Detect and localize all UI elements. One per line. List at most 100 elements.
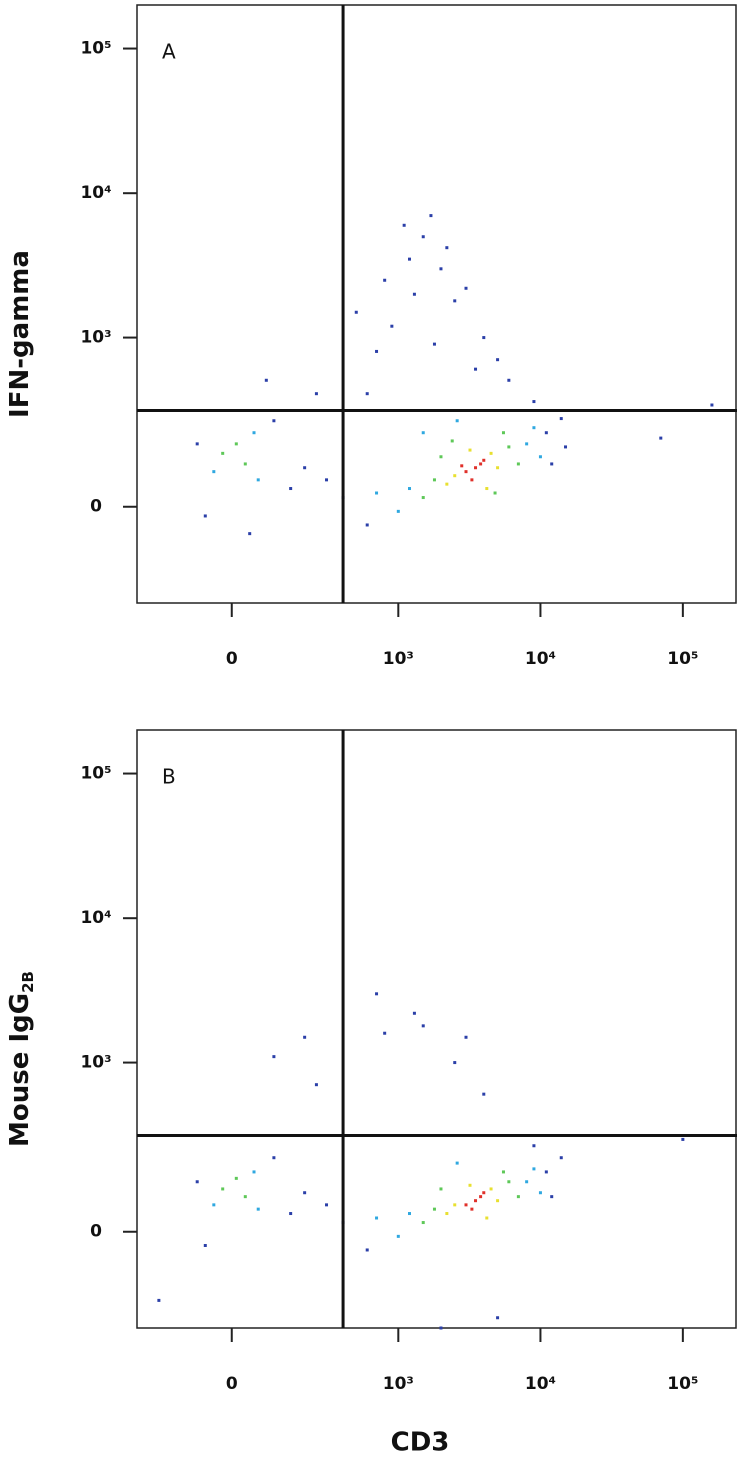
event-dot xyxy=(432,1207,436,1211)
event-dot xyxy=(289,1212,293,1216)
event-dot xyxy=(421,496,425,500)
event-dot xyxy=(439,455,443,459)
event-dot xyxy=(479,1195,483,1199)
event-dot xyxy=(482,1092,486,1096)
event-dot xyxy=(564,445,568,449)
event-dot xyxy=(421,235,425,239)
event-dot xyxy=(221,1187,225,1191)
event-dot xyxy=(474,367,478,371)
event-dot xyxy=(396,1234,400,1238)
plot-frame xyxy=(136,4,737,604)
event-dot xyxy=(195,442,199,446)
event-dot xyxy=(453,474,457,478)
event-dot xyxy=(396,509,400,513)
event-dot xyxy=(496,1316,500,1320)
y-tick-label: 0 xyxy=(90,497,102,517)
event-dot xyxy=(501,431,505,435)
y-tick-label: 10⁵ xyxy=(80,764,111,784)
event-dot xyxy=(468,1183,472,1187)
event-dot xyxy=(496,466,500,470)
event-dot xyxy=(538,455,542,459)
event-dot xyxy=(421,1024,425,1028)
event-dot xyxy=(256,1207,260,1211)
event-dot xyxy=(234,442,238,446)
event-dot xyxy=(470,478,474,482)
event-dot xyxy=(464,470,468,474)
event-dot xyxy=(550,1195,554,1199)
event-dot xyxy=(439,1187,443,1191)
event-dot xyxy=(203,1243,207,1247)
event-dot xyxy=(252,1170,256,1174)
event-dot xyxy=(453,1061,457,1065)
event-dot xyxy=(474,466,478,470)
event-dot xyxy=(365,392,369,396)
y-axis-title-main: IFN-gamma xyxy=(5,250,35,418)
event-dot xyxy=(507,445,511,449)
y-tick-label: 10³ xyxy=(80,1053,111,1073)
event-dot xyxy=(325,478,329,482)
event-dot xyxy=(538,1191,542,1195)
event-dot xyxy=(464,1203,468,1207)
event-dot xyxy=(289,487,293,491)
event-dot xyxy=(314,1083,318,1087)
event-dot xyxy=(464,1035,468,1039)
event-dot xyxy=(479,462,483,466)
event-dot xyxy=(195,1180,199,1184)
event-dot xyxy=(256,478,260,482)
event-dot xyxy=(445,246,449,250)
y-tick-label: 0 xyxy=(90,1222,102,1242)
event-dot xyxy=(507,378,511,382)
event-dot xyxy=(532,400,536,404)
event-dot xyxy=(559,1156,563,1160)
event-dot xyxy=(559,417,563,421)
y-tick-label: 10⁴ xyxy=(80,183,111,203)
x-tick-label: 10³ xyxy=(383,1374,414,1394)
x-tick-label: 10⁵ xyxy=(667,649,698,669)
event-dot xyxy=(474,1199,478,1203)
x-tick-label: 10⁵ xyxy=(667,1374,698,1394)
event-dot xyxy=(303,1035,307,1039)
event-dot xyxy=(455,1161,459,1165)
event-dot xyxy=(314,392,318,396)
event-dot xyxy=(455,419,459,423)
event-dot xyxy=(383,278,387,282)
event-dot xyxy=(272,419,276,423)
y-tick-label: 10³ xyxy=(80,328,111,348)
x-tick-label: 10⁴ xyxy=(525,1374,556,1394)
event-dot xyxy=(407,487,411,491)
event-dot xyxy=(421,1221,425,1225)
event-dot xyxy=(412,292,416,296)
event-dot xyxy=(525,1180,529,1184)
panel-label: A xyxy=(162,40,176,64)
event-dot xyxy=(203,514,207,518)
event-dot xyxy=(303,1191,307,1195)
event-dot xyxy=(439,267,443,271)
event-dot xyxy=(212,1203,216,1207)
event-dot xyxy=(544,431,548,435)
event-dot xyxy=(507,1180,511,1184)
event-dot xyxy=(365,523,369,527)
event-dot xyxy=(157,1298,161,1302)
event-dot xyxy=(272,1055,276,1059)
y-axis-title-sub: 2B xyxy=(19,971,37,993)
x-axis-title: CD3 xyxy=(391,1428,450,1458)
event-dot xyxy=(429,214,433,218)
event-dot xyxy=(375,491,379,495)
y-tick-label: 10⁴ xyxy=(80,908,111,928)
event-dot xyxy=(252,431,256,435)
event-dot xyxy=(421,431,425,435)
event-dot xyxy=(470,1207,474,1211)
event-dot xyxy=(445,482,449,486)
event-dot xyxy=(407,1212,411,1216)
event-dot xyxy=(375,1216,379,1220)
event-dot xyxy=(375,992,379,996)
event-dot xyxy=(390,324,394,328)
event-dot xyxy=(532,426,536,430)
event-dot xyxy=(710,403,714,407)
y-axis-title-main: Mouse IgG xyxy=(5,993,35,1147)
event-dot xyxy=(412,1011,416,1015)
event-dot xyxy=(681,1137,685,1141)
event-dot xyxy=(482,458,486,462)
event-dot xyxy=(532,1144,536,1148)
event-dot xyxy=(496,1199,500,1203)
